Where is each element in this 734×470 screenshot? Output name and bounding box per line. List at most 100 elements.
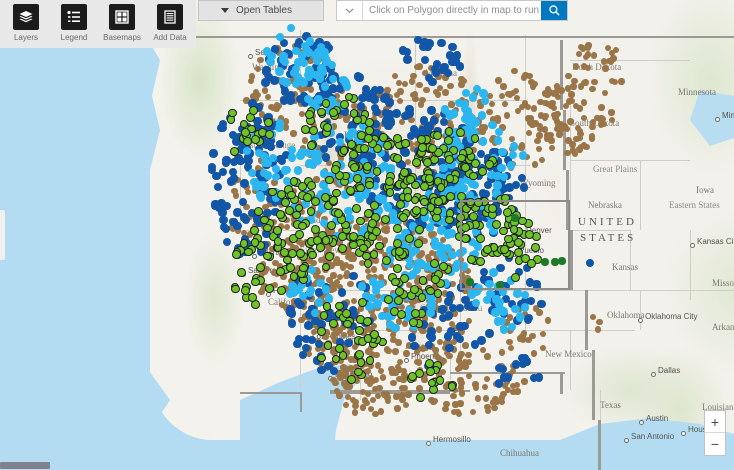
map-data-point[interactable] (321, 215, 328, 222)
map-data-point[interactable] (361, 291, 371, 300)
map-data-point[interactable] (311, 102, 321, 112)
map-data-point[interactable] (425, 122, 435, 132)
map-data-point[interactable] (276, 210, 286, 220)
map-data-point[interactable] (406, 342, 413, 349)
map-data-point[interactable] (423, 86, 430, 94)
map-data-point[interactable] (271, 172, 281, 182)
map-data-point[interactable] (432, 282, 439, 290)
map-data-point[interactable] (455, 410, 463, 418)
map-data-point[interactable] (337, 106, 347, 115)
map-data-point[interactable] (263, 251, 272, 261)
map-data-point[interactable] (489, 116, 497, 123)
map-data-point[interactable] (323, 341, 333, 350)
map-data-point[interactable] (564, 85, 572, 92)
map-data-point[interactable] (396, 358, 403, 366)
map-data-point[interactable] (418, 275, 428, 285)
map-data-point[interactable] (349, 370, 356, 377)
map-data-point[interactable] (462, 342, 469, 349)
map-data-point[interactable] (484, 403, 491, 411)
map-data-point[interactable] (409, 125, 419, 134)
map-data-point[interactable] (267, 200, 274, 208)
map-data-point[interactable] (347, 329, 354, 336)
map-data-point[interactable] (298, 87, 306, 94)
map-data-point[interactable] (530, 350, 538, 357)
map-data-point[interactable] (489, 136, 496, 143)
map-data-point[interactable] (553, 118, 561, 125)
map-data-point[interactable] (285, 262, 295, 272)
map-data-point[interactable] (498, 92, 506, 100)
map-data-point[interactable] (433, 289, 443, 299)
map-data-point[interactable] (351, 356, 358, 363)
map-data-point[interactable] (385, 187, 395, 197)
map-data-point[interactable] (407, 248, 416, 257)
map-data-point[interactable] (313, 149, 322, 159)
map-data-point[interactable] (306, 350, 313, 357)
map-data-point[interactable] (395, 247, 405, 257)
collapsed-side-panel[interactable] (0, 210, 5, 260)
map-data-point[interactable] (371, 287, 380, 296)
map-data-point[interactable] (445, 173, 455, 183)
map-data-point[interactable] (475, 234, 485, 243)
map-data-point[interactable] (336, 392, 343, 399)
map-data-point[interactable] (431, 241, 440, 250)
map-data-point[interactable] (608, 78, 616, 85)
map-data-point[interactable] (370, 322, 378, 330)
map-data-point[interactable] (254, 103, 263, 112)
map-data-point[interactable] (322, 122, 332, 132)
map-data-point[interactable] (452, 206, 461, 215)
map-data-point[interactable] (350, 255, 357, 262)
map-data-point[interactable] (425, 223, 435, 232)
map-data-point[interactable] (447, 382, 457, 391)
map-data-point[interactable] (482, 383, 489, 391)
map-data-point[interactable] (347, 280, 354, 288)
map-data-point[interactable] (567, 118, 574, 125)
map-data-point[interactable] (396, 97, 404, 105)
map-data-point[interactable] (479, 346, 487, 354)
map-data-point[interactable] (433, 112, 441, 119)
map-data-point[interactable] (441, 279, 450, 288)
map-data-point[interactable] (539, 330, 547, 338)
map-data-point[interactable] (518, 151, 528, 160)
map-data-point[interactable] (388, 365, 395, 373)
map-data-point[interactable] (383, 346, 391, 353)
map-data-point[interactable] (496, 281, 504, 289)
map-data-point[interactable] (582, 54, 590, 61)
map-data-point[interactable] (257, 246, 266, 255)
map-data-point[interactable] (258, 111, 266, 118)
map-data-point[interactable] (247, 231, 254, 238)
map-data-point[interactable] (233, 208, 242, 217)
map-data-point[interactable] (396, 318, 403, 325)
map-data-point[interactable] (333, 208, 343, 218)
map-data-point[interactable] (502, 294, 511, 304)
map-data-point[interactable] (254, 181, 264, 190)
map-data-point[interactable] (291, 47, 301, 56)
map-data-point[interactable] (252, 96, 259, 103)
map-data-point[interactable] (257, 157, 265, 164)
map-data-point[interactable] (589, 119, 596, 126)
map-data-point[interactable] (349, 240, 359, 250)
map-data-point[interactable] (327, 60, 337, 69)
map-data-point[interactable] (440, 62, 449, 72)
map-data-point[interactable] (518, 360, 528, 369)
map-data-point[interactable] (506, 339, 513, 346)
zoom-in-button[interactable]: + (705, 411, 725, 433)
map-data-point[interactable] (334, 301, 344, 311)
map-data-point[interactable] (423, 157, 432, 167)
map-data-point[interactable] (499, 244, 509, 254)
map-data-point[interactable] (308, 160, 317, 170)
map-data-point[interactable] (360, 225, 369, 234)
map-data-point[interactable] (307, 86, 314, 93)
map-data-point[interactable] (504, 112, 511, 119)
map-data-point[interactable] (403, 350, 410, 357)
map-data-point[interactable] (427, 302, 436, 312)
map-data-point[interactable] (472, 239, 481, 249)
map-data-point[interactable] (345, 245, 352, 252)
map-data-point[interactable] (261, 87, 269, 94)
map-data-point[interactable] (312, 231, 319, 238)
map-data-point[interactable] (498, 398, 505, 406)
map-data-point[interactable] (349, 310, 358, 319)
map-data-point[interactable] (466, 278, 474, 286)
map-data-point[interactable] (534, 137, 541, 145)
map-data-point[interactable] (284, 205, 294, 215)
map-data-point[interactable] (293, 166, 303, 175)
